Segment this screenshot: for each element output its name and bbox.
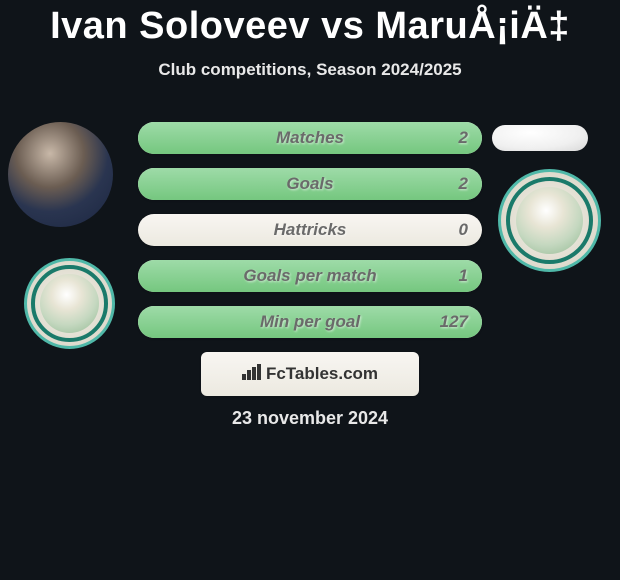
stat-label: Goals — [138, 174, 482, 194]
player-right-club-badge — [498, 169, 601, 272]
badge-inner — [40, 274, 100, 334]
stat-value: 1 — [459, 266, 468, 286]
date-value: 23 november 2024 — [232, 408, 388, 428]
subtitle-text: Club competitions, Season 2024/2025 — [158, 60, 461, 79]
stat-row: Matches2 — [138, 122, 482, 154]
chart-icon — [242, 364, 262, 385]
stat-label: Goals per match — [138, 266, 482, 286]
stat-label: Matches — [138, 128, 482, 148]
comparison-subtitle: Club competitions, Season 2024/2025 — [0, 60, 620, 80]
stat-label: Hattricks — [138, 220, 482, 240]
stat-row: Min per goal127 — [138, 306, 482, 338]
comparison-title: Ivan Soloveev vs MaruÅ¡iÄ‡ — [0, 0, 620, 48]
player-right-placeholder — [492, 125, 588, 151]
title-text: Ivan Soloveev vs MaruÅ¡iÄ‡ — [50, 5, 570, 47]
stat-row: Hattricks0 — [138, 214, 482, 246]
stat-value: 127 — [440, 312, 468, 332]
player-left-photo — [8, 122, 113, 227]
stat-value: 2 — [459, 174, 468, 194]
date-text: 23 november 2024 — [0, 408, 620, 429]
stat-value: 0 — [459, 220, 468, 240]
stat-value: 2 — [459, 128, 468, 148]
player-left-club-badge — [24, 258, 115, 349]
attribution-text: FcTables.com — [266, 364, 378, 384]
stat-label: Min per goal — [138, 312, 482, 332]
stats-container: Matches2Goals2Hattricks0Goals per match1… — [138, 122, 482, 352]
stat-row: Goals per match1 — [138, 260, 482, 292]
attribution-box: FcTables.com — [201, 352, 419, 396]
stat-row: Goals2 — [138, 168, 482, 200]
